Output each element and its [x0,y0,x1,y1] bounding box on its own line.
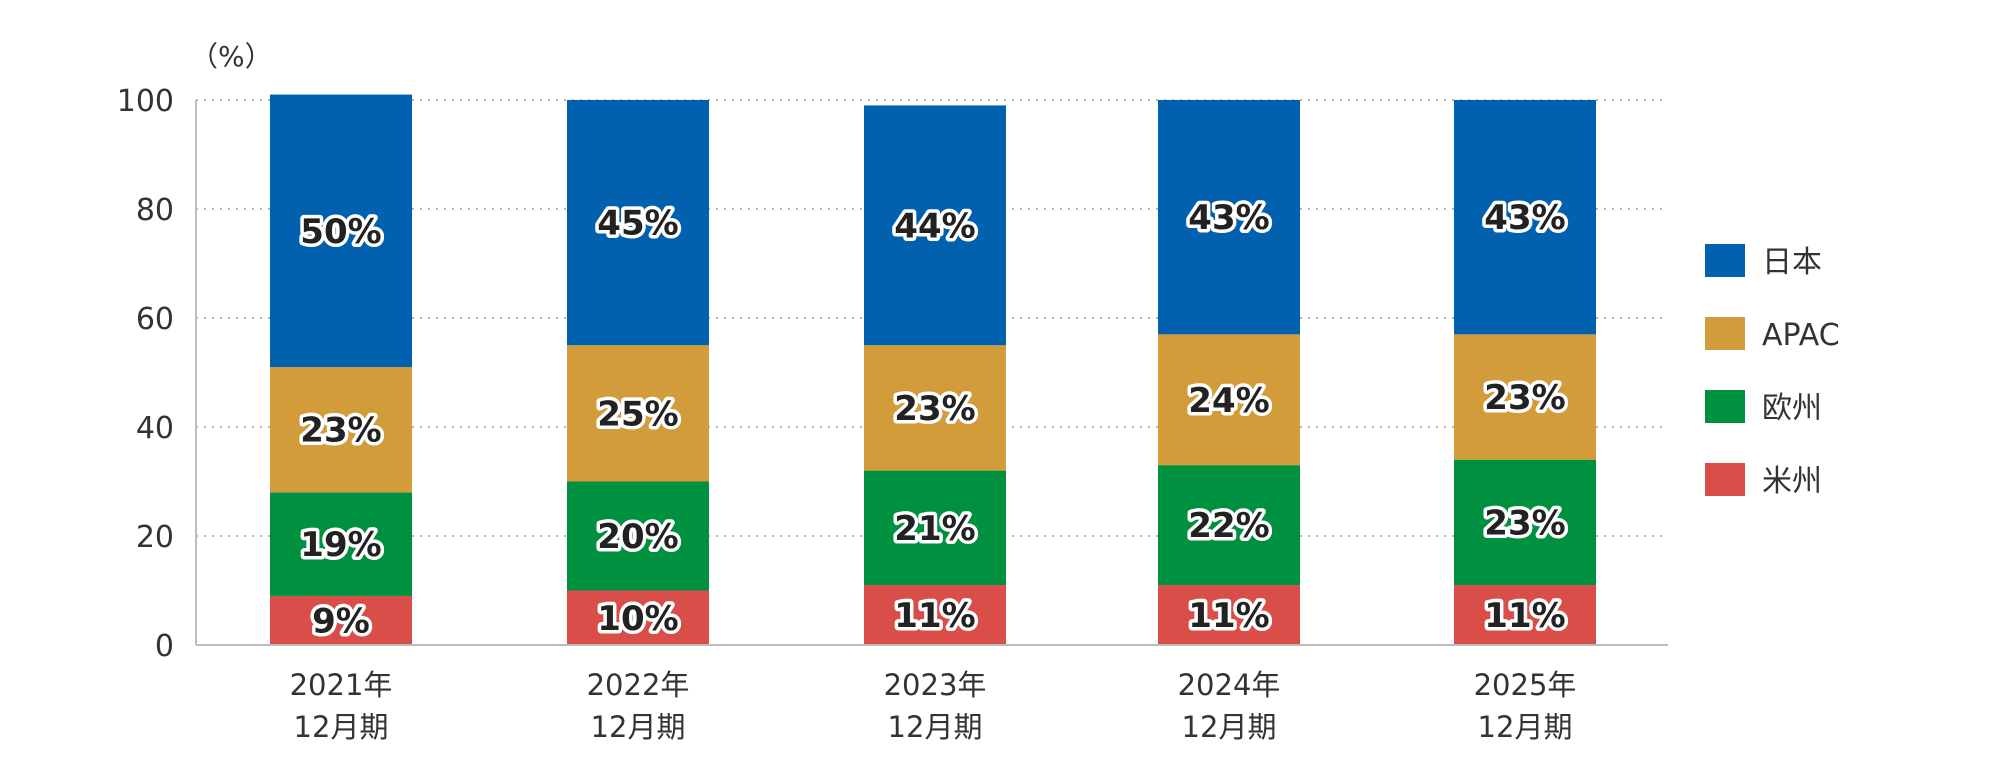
y-tick-label: 100 [117,84,174,119]
data-label: 11% [894,596,975,636]
bar-segment [864,345,1006,471]
data-label: 10% [597,599,678,639]
data-label: 9% [312,601,370,641]
bar-segment [567,590,709,645]
y-tick-label: 80 [136,193,174,228]
x-tick-label: 2021年 [290,668,393,702]
data-label: 20% [597,517,678,557]
x-tick-label: 12月期 [888,710,983,744]
data-label: 44% [894,206,975,246]
bar-segment [270,94,412,368]
axes [195,100,1668,646]
bar-segment [1454,334,1596,460]
bar-segment [864,105,1006,346]
y-tick-label: 40 [136,411,174,446]
y-tick-label: 20 [136,520,174,555]
data-label: 11% [1484,596,1565,636]
legend-label: 欧州 [1762,391,1822,426]
bar-segment [1454,585,1596,645]
legend-label: 米州 [1762,464,1822,499]
x-tick-label: 12月期 [1182,710,1277,744]
x-tick-label: 2023年 [884,668,987,702]
bar-segment [864,470,1006,586]
y-unit-label: （%） [190,40,273,73]
x-tick-label: 12月期 [1478,710,1573,744]
bar-segment [1454,459,1596,586]
legend-swatch [1705,317,1745,350]
data-label: 19% [300,525,381,565]
data-label: 24% [1188,381,1269,421]
bar-segment [864,585,1006,645]
bar-segment [270,595,412,645]
data-label: 11% [1188,596,1269,636]
data-label: 50% [300,212,381,252]
bar-segment [1158,100,1300,335]
bar-segment [567,100,709,346]
legend-swatch [1705,390,1745,423]
bar-segment [1158,334,1300,466]
x-tick-label: 12月期 [294,710,389,744]
data-label: 23% [300,411,381,451]
x-tick-label: 12月期 [591,710,686,744]
data-label: 23% [1484,503,1565,543]
bar-segment [1158,465,1300,586]
data-label: 45% [597,204,678,244]
bar-segment [567,481,709,591]
y-tick-label: 60 [136,302,174,337]
y-tick-label: 0 [155,629,174,664]
x-tick-labels: 2021年 12月期 2022年 12月期 2023年 12月期 2024年 12月期 2025… [290,668,1577,744]
bars [270,94,1596,645]
data-label: 21% [894,509,975,549]
legend-swatch [1705,463,1745,496]
bar-segment [270,492,412,596]
legend-label: APAC [1762,318,1840,353]
data-labels: 9% 19% 23% 50% 10% 20% 25% 45% 11% 21% 23% 44% 11% 22… [297,195,1569,645]
data-label: 25% [597,394,678,434]
legend-label: 日本 [1762,245,1822,280]
x-tick-label: 2025年 [1474,668,1577,702]
data-label: 23% [1484,378,1565,418]
legend-swatch [1705,244,1745,277]
data-label: 22% [1188,506,1269,546]
bar-segment [1158,585,1300,645]
data-label: 43% [1484,198,1565,238]
data-label: 23% [894,389,975,429]
y-tick-labels: 0 20 40 60 80 100 [117,84,174,664]
x-tick-label: 2022年 [587,668,690,702]
bar-segment [1454,100,1596,335]
data-label: 43% [1188,198,1269,238]
x-tick-label: 2024年 [1178,668,1281,702]
bar-segment [567,345,709,482]
bar-segment [270,367,412,493]
